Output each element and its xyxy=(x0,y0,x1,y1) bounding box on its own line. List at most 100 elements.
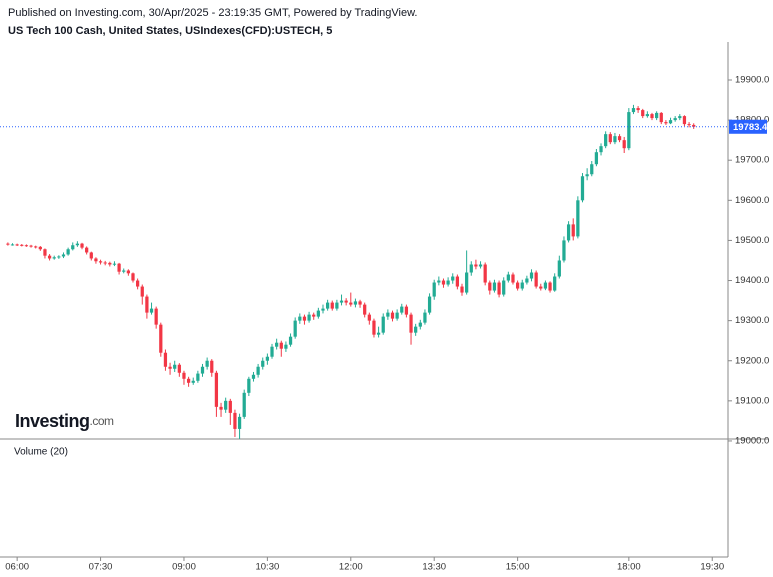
candle-body xyxy=(585,174,589,177)
candle-body xyxy=(678,116,682,119)
candle-body xyxy=(108,262,112,265)
candle-body xyxy=(43,249,47,256)
candle-body xyxy=(590,164,594,175)
x-tick-label: 19:30 xyxy=(700,562,724,573)
candle-body xyxy=(242,392,246,417)
candle-body xyxy=(339,300,344,303)
y-tick-label: 19100.0 xyxy=(735,395,769,406)
candle-body xyxy=(94,258,98,262)
candle-body xyxy=(409,314,413,333)
candle-body xyxy=(237,416,242,429)
candle-body xyxy=(321,308,325,311)
x-tick-label: 06:00 xyxy=(5,562,29,573)
candle-body xyxy=(506,274,510,281)
candle-body xyxy=(437,280,441,283)
published-note: Published on Investing.com, 30/Apr/2025 … xyxy=(8,7,417,19)
candle-body xyxy=(256,366,260,375)
y-tick-label: 19500.0 xyxy=(735,235,769,246)
candle-body xyxy=(98,261,103,263)
plot xyxy=(6,104,696,439)
candle-body xyxy=(219,406,223,410)
y-tick-label: 19600.0 xyxy=(735,195,769,206)
candle-body xyxy=(664,122,668,124)
candle-body xyxy=(566,224,571,241)
candle-body xyxy=(34,246,38,248)
candle-body xyxy=(414,326,418,333)
x-tick-label: 18:00 xyxy=(617,562,641,573)
candle-body xyxy=(548,282,552,291)
candle-body xyxy=(302,316,307,321)
candle-body xyxy=(627,112,631,149)
candle-body xyxy=(349,302,353,305)
candle-body xyxy=(613,136,617,143)
candle-body xyxy=(543,282,548,289)
candle-body xyxy=(455,276,459,287)
candle-body xyxy=(571,224,575,237)
candle-body xyxy=(687,124,691,126)
x-tick-label: 12:00 xyxy=(339,562,363,573)
candle-body xyxy=(515,282,520,289)
candle-body xyxy=(186,378,191,383)
candle-body xyxy=(75,243,80,246)
candle-body xyxy=(353,301,358,305)
last-price-label: 19783.4 xyxy=(733,122,768,133)
candle-body xyxy=(89,252,93,259)
candle-body xyxy=(103,262,107,264)
y-tick-label: 19000.0 xyxy=(735,435,769,446)
candle-body xyxy=(659,112,663,123)
candle-body xyxy=(214,372,219,407)
candle-body xyxy=(10,244,15,246)
candle-body xyxy=(293,320,297,337)
candle-body xyxy=(182,372,186,379)
candle-body xyxy=(344,300,348,303)
candle-body xyxy=(85,247,89,253)
candle-body xyxy=(326,302,330,309)
candle-body xyxy=(159,324,163,353)
candle-body xyxy=(228,400,232,413)
candle-body xyxy=(562,240,566,261)
candle-body xyxy=(145,296,149,313)
candle-body xyxy=(446,280,450,285)
y-tick-label: 19700.0 xyxy=(735,155,769,166)
candle-body xyxy=(557,260,561,277)
candle-body xyxy=(196,373,200,381)
x-tick-label: 13:30 xyxy=(422,562,446,573)
candle-body xyxy=(275,342,279,347)
candle-body xyxy=(177,364,181,373)
candle-body xyxy=(140,286,144,297)
candle-body xyxy=(395,312,399,319)
candle-body xyxy=(469,264,473,273)
candle-body xyxy=(529,272,534,279)
candle-body xyxy=(534,272,538,287)
candle-body xyxy=(553,276,557,291)
x-tick-label: 15:00 xyxy=(506,562,530,573)
candle-body xyxy=(372,320,376,335)
candle-body xyxy=(367,314,371,321)
candle-body xyxy=(404,306,409,315)
candle-body xyxy=(576,200,580,237)
candle-body xyxy=(316,310,320,317)
candle-body xyxy=(478,264,483,267)
x-tick-label: 09:00 xyxy=(172,562,196,573)
candle-body xyxy=(604,134,608,147)
candle-body xyxy=(418,322,422,327)
candle-body xyxy=(520,282,524,289)
candle-body xyxy=(386,312,390,317)
candle-body xyxy=(233,412,237,429)
candle-body xyxy=(57,256,61,258)
candle-body xyxy=(390,312,395,319)
candle-body xyxy=(279,342,283,349)
chart-title: US Tech 100 Cash, United States, USIndex… xyxy=(8,25,332,37)
candle-body xyxy=(492,282,497,291)
candle-body xyxy=(335,302,339,309)
candle-body xyxy=(608,134,612,143)
candle-body xyxy=(474,264,478,267)
candle-body xyxy=(154,308,158,325)
candle-body xyxy=(622,140,626,149)
y-tick-label: 19400.0 xyxy=(735,275,769,286)
candle-body xyxy=(617,136,622,141)
candle-body xyxy=(24,245,29,247)
candle-body xyxy=(645,114,649,117)
candle-body xyxy=(6,243,10,245)
candle-body xyxy=(599,146,603,153)
